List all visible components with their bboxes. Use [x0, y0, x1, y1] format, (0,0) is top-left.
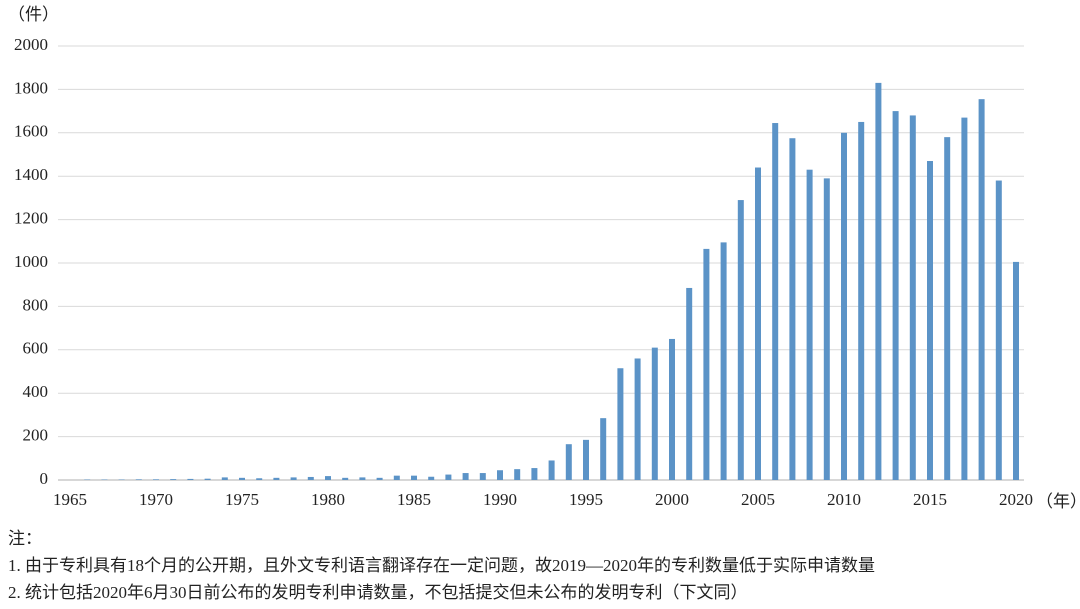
bar	[497, 470, 503, 480]
bar	[755, 167, 761, 480]
x-tick-label: 1975	[225, 490, 259, 509]
bar	[239, 477, 245, 480]
bar	[927, 161, 933, 480]
y-tick-label: 0	[40, 469, 49, 488]
x-tick-label: 2005	[741, 490, 775, 509]
bar	[944, 137, 951, 480]
y-tick-label: 1600	[14, 122, 48, 141]
bar	[720, 242, 727, 480]
bar	[823, 178, 830, 480]
y-unit: （件）	[8, 5, 59, 24]
bar	[393, 475, 400, 480]
bar	[342, 477, 349, 480]
bar	[978, 99, 985, 480]
bar	[858, 121, 865, 480]
bar	[565, 444, 572, 480]
bar	[376, 477, 383, 480]
x-tick-label: 1990	[483, 490, 517, 509]
bar	[221, 477, 228, 480]
y-tick-label: 1000	[14, 252, 48, 271]
bar	[153, 479, 159, 480]
bar	[961, 117, 968, 481]
x-tick-label: 2015	[913, 490, 947, 509]
notes-title: 注：	[8, 529, 42, 548]
x-tick-label: 1985	[397, 490, 431, 509]
bar	[531, 468, 538, 480]
bar	[462, 473, 469, 480]
bar	[325, 476, 331, 480]
y-tick-label: 1800	[14, 78, 48, 97]
bar	[600, 418, 607, 480]
y-tick-label: 2000	[14, 35, 48, 54]
bar	[187, 478, 194, 480]
bar	[170, 479, 177, 480]
x-tick-label: 2000	[655, 490, 689, 509]
y-tick-label: 600	[23, 339, 49, 358]
x-tick-label: 2010	[827, 490, 861, 509]
bar	[135, 479, 142, 480]
bar	[789, 138, 796, 480]
bar	[445, 474, 452, 480]
bar	[411, 475, 417, 480]
y-tick-label: 1400	[14, 165, 48, 184]
bar	[686, 287, 693, 480]
bar	[669, 338, 675, 480]
bar	[583, 439, 589, 480]
bar	[634, 358, 641, 480]
bar	[892, 111, 899, 480]
x-tick-label: 1995	[569, 490, 603, 509]
bar	[307, 476, 314, 480]
bar	[1013, 261, 1019, 480]
y-tick-label: 200	[23, 426, 49, 445]
bar	[772, 123, 779, 480]
bar	[514, 469, 521, 480]
bar	[548, 460, 555, 480]
bar	[703, 248, 710, 480]
bar	[841, 132, 847, 481]
bar	[995, 180, 1002, 481]
bar	[256, 478, 263, 480]
x-tick-label: 2020	[999, 490, 1033, 509]
bar	[651, 347, 658, 480]
bar	[909, 115, 916, 480]
bar	[428, 476, 435, 480]
bar	[737, 200, 744, 480]
bar	[359, 477, 366, 480]
bar	[806, 169, 813, 480]
y-tick-label: 400	[23, 382, 49, 401]
bar	[875, 82, 882, 480]
bar	[479, 473, 486, 480]
y-tick-label: 1200	[14, 209, 48, 228]
x-unit: （年）	[1036, 492, 1080, 511]
bar	[273, 477, 280, 480]
x-tick-label: 1965	[53, 490, 87, 509]
bar	[204, 478, 211, 480]
bar	[290, 477, 297, 480]
x-tick-label: 1970	[139, 490, 173, 509]
note-line: 2. 统计包括2020年6月30日前公布的发明专利申请数量，不包括提交但未公布的…	[8, 583, 748, 602]
note-line: 1. 由于专利具有18个月的公开期，且外文专利语言翻译存在一定问题，故2019—…	[8, 556, 875, 575]
bar	[617, 368, 624, 480]
x-tick-label: 1980	[311, 490, 345, 509]
y-tick-label: 800	[23, 295, 49, 314]
